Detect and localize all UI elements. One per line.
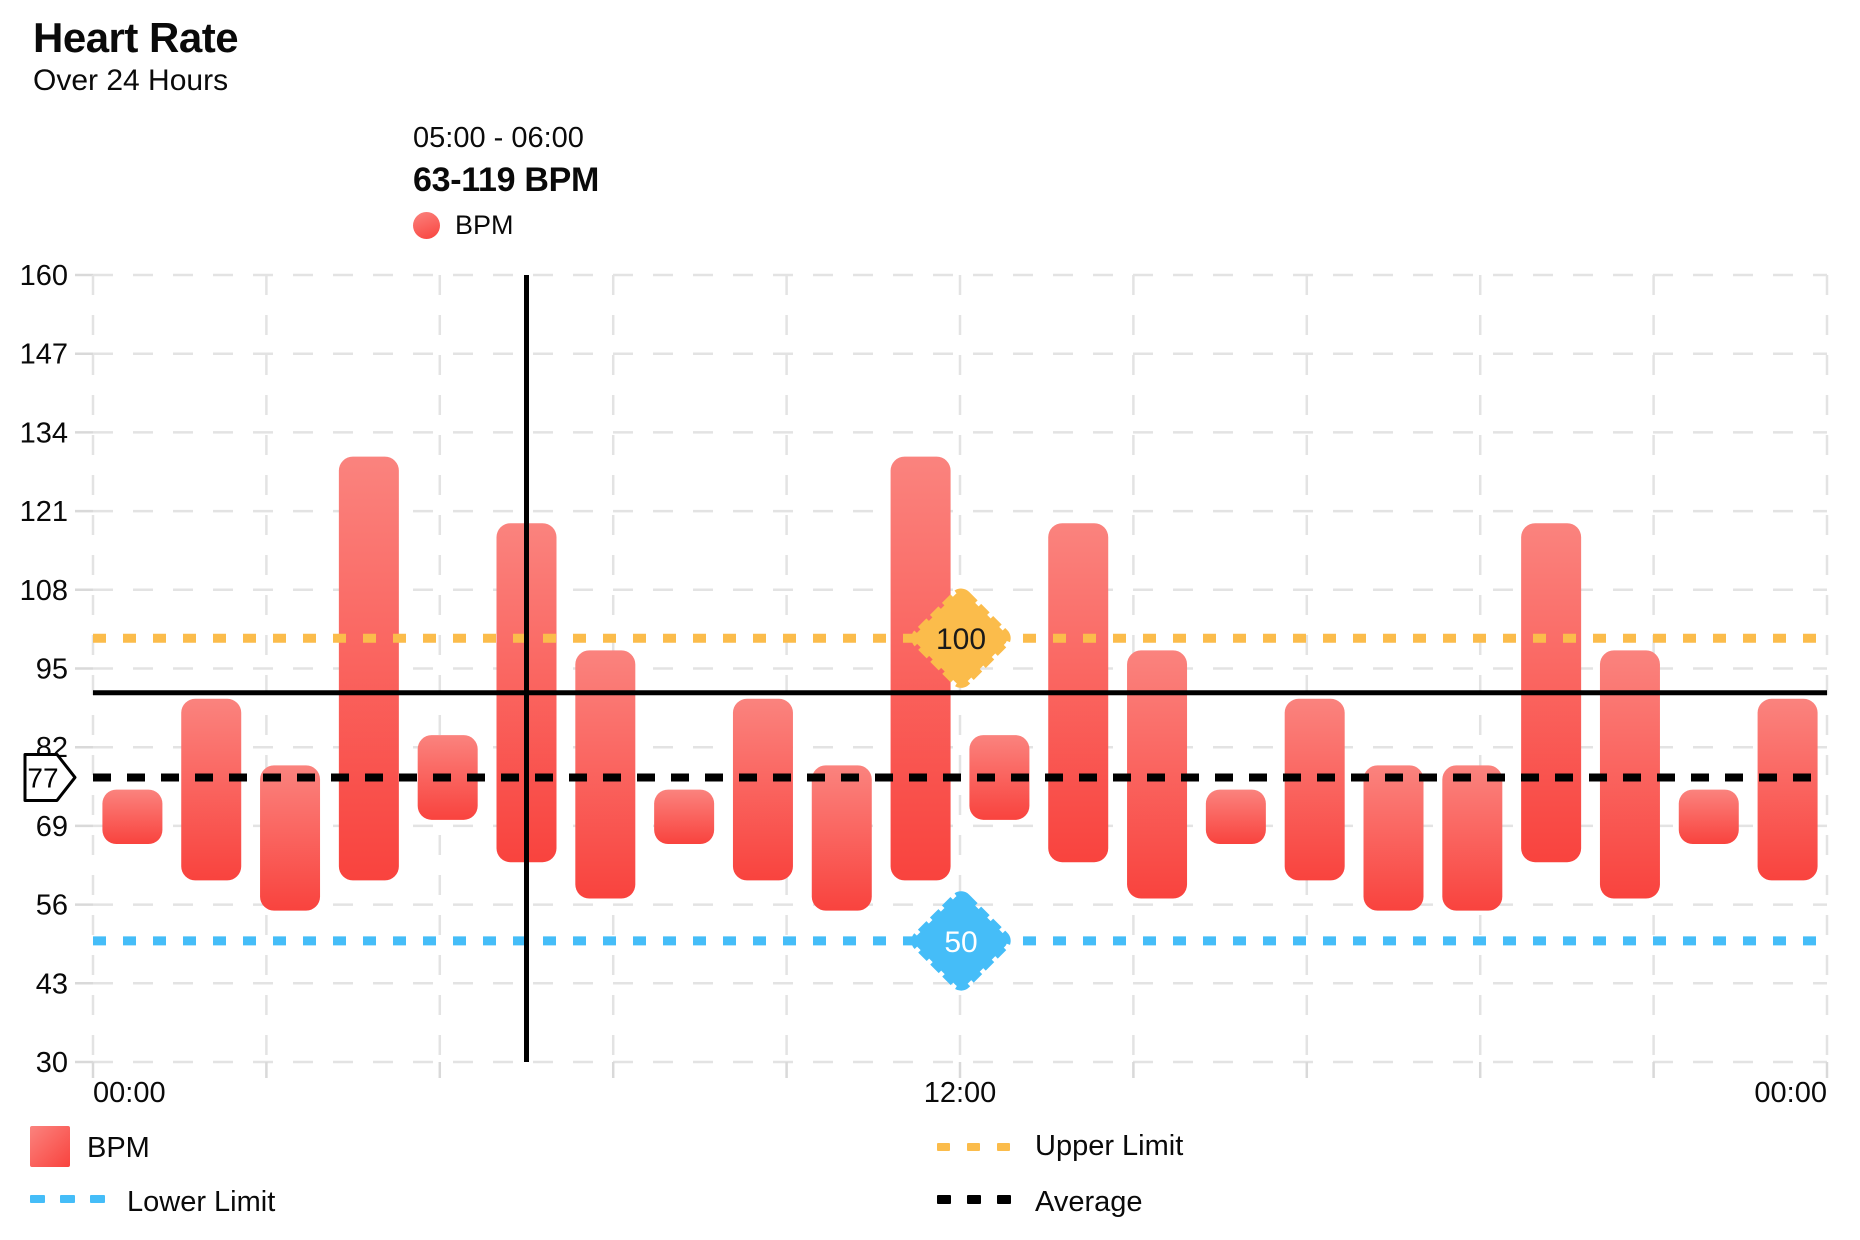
y-axis-label: 121 — [20, 496, 68, 528]
bpm-range-bar[interactable] — [890, 456, 951, 881]
bpm-range-bar[interactable] — [811, 765, 872, 911]
y-axis-label: 30 — [36, 1047, 68, 1079]
bpm-range-bar[interactable] — [260, 765, 321, 911]
bpm-range-bar[interactable] — [102, 789, 163, 845]
average-tag-shape — [23, 752, 77, 802]
bpm-range-bar[interactable] — [1442, 765, 1503, 911]
y-axis-label: 108 — [20, 575, 68, 607]
upper-limit-marker-label: 100 — [936, 623, 986, 656]
average-value-tag: 77 — [23, 752, 77, 802]
bpm-range-bar[interactable] — [338, 456, 399, 881]
page-title: Heart Rate — [33, 14, 239, 61]
bpm-range-bar[interactable] — [1205, 789, 1266, 845]
legend-upper-limit-label[interactable]: Upper Limit — [1035, 1130, 1184, 1162]
legend-bpm-label[interactable]: BPM — [87, 1132, 150, 1164]
x-axis-label: 12:00 — [924, 1077, 997, 1109]
legend-bpm-swatch[interactable] — [30, 1126, 70, 1167]
y-axis-label: 147 — [20, 339, 68, 371]
legend-lower-limit-swatch[interactable] — [30, 1195, 120, 1203]
x-axis-label: 00:00 — [1754, 1077, 1827, 1109]
lower-limit-marker-shape — [911, 891, 1011, 991]
y-axis-label: 95 — [36, 654, 68, 686]
bpm-range-bar[interactable] — [1757, 698, 1818, 881]
bpm-range-bar[interactable] — [1363, 765, 1424, 911]
tooltip-series-label: BPM — [455, 210, 514, 240]
lower-limit-marker: 50 — [911, 891, 1011, 991]
legend-lower-limit-label[interactable]: Lower Limit — [127, 1186, 276, 1218]
lower-limit-marker-label: 50 — [944, 926, 977, 959]
average-tag-label: 77 — [27, 762, 58, 793]
upper-limit-marker: 100 — [911, 588, 1011, 688]
y-axis-label: 134 — [20, 417, 68, 449]
bpm-range-bar[interactable] — [181, 698, 242, 881]
y-axis-label: 56 — [36, 890, 68, 922]
tooltip-time-range: 05:00 - 06:00 — [413, 122, 584, 154]
tooltip-value-range: 63-119 BPM — [413, 161, 599, 199]
bpm-range-bar[interactable] — [1678, 789, 1739, 845]
legend-upper-limit-swatch[interactable] — [937, 1143, 1027, 1151]
legend-average-label[interactable]: Average — [1035, 1186, 1143, 1218]
upper-limit-marker-shape — [911, 588, 1011, 688]
page-subtitle: Over 24 Hours — [33, 64, 229, 97]
bpm-series-dot-icon — [413, 212, 440, 239]
selection-tooltip: 05:00 - 06:00 63-119 BPM BPM — [413, 122, 599, 241]
x-axis-label: 00:00 — [93, 1077, 166, 1109]
y-axis-label: 43 — [36, 968, 68, 1000]
bpm-range-bar[interactable] — [969, 735, 1030, 820]
bpm-range-bar[interactable] — [732, 698, 793, 881]
y-axis-label: 69 — [36, 811, 68, 843]
bpm-range-bar[interactable] — [1284, 698, 1345, 881]
y-axis-label: 160 — [20, 260, 68, 292]
legend-average-swatch[interactable] — [937, 1195, 1027, 1204]
bpm-range-bar[interactable] — [654, 789, 715, 845]
